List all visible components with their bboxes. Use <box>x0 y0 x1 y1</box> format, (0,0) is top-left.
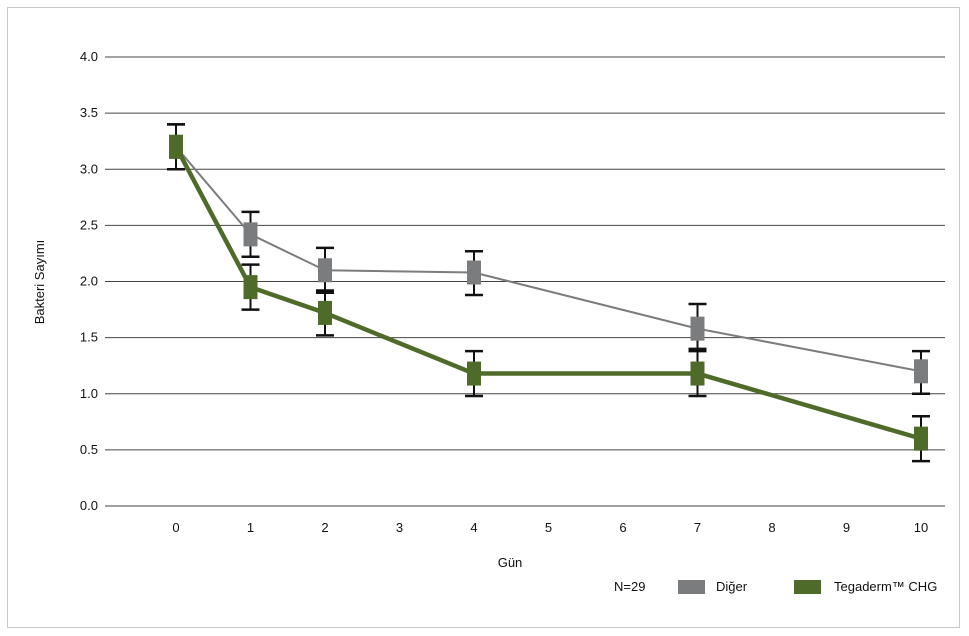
y-tick-label: 0.0 <box>80 498 98 513</box>
series-markers <box>167 123 930 463</box>
y-tick-label: 0.5 <box>80 442 98 457</box>
data-point <box>912 349 930 395</box>
data-point <box>688 302 707 353</box>
chart-frame <box>7 7 960 628</box>
x-tick-label: 10 <box>914 520 928 535</box>
y-tick-label: 2.5 <box>80 217 98 232</box>
legend-swatch-diger <box>678 580 705 594</box>
data-point <box>241 210 260 259</box>
series-line-0 <box>175 146 922 373</box>
y-tick-label: 3.0 <box>80 161 98 176</box>
marker <box>318 300 332 325</box>
series-lines <box>174 145 922 441</box>
y-axis-label: Bakteri Sayımı <box>32 240 47 325</box>
marker <box>467 361 481 386</box>
y-tick-label: 3.5 <box>80 105 98 120</box>
legend-label-tegaderm: Tegaderm™ CHG <box>834 579 937 594</box>
x-tick-label: 4 <box>470 520 477 535</box>
x-tick-label: 0 <box>172 520 179 535</box>
data-point <box>912 414 930 463</box>
marker <box>467 260 481 285</box>
x-tick-label: 2 <box>321 520 328 535</box>
x-tick-label: 5 <box>545 520 552 535</box>
marker <box>914 426 928 451</box>
gridlines <box>105 56 945 507</box>
x-tick-label: 1 <box>247 520 254 535</box>
data-point <box>465 349 483 398</box>
x-tick-labels: 0 1 2 3 4 5 6 7 8 9 10 <box>172 520 928 535</box>
data-point <box>167 123 185 171</box>
legend-label-diger: Diğer <box>716 579 748 594</box>
y-tick-label: 1.0 <box>80 386 98 401</box>
marker <box>243 222 258 247</box>
marker <box>914 359 928 384</box>
x-axis-label: Gün <box>498 555 523 570</box>
sample-size-note: N=29 <box>614 579 645 594</box>
marker <box>243 275 258 300</box>
y-tick-label: 4.0 <box>80 49 98 64</box>
y-tick-label: 1.5 <box>80 330 98 345</box>
data-point <box>316 246 334 294</box>
data-point <box>241 263 260 311</box>
marker <box>690 361 705 386</box>
series-line-1 <box>174 145 922 441</box>
x-tick-label: 7 <box>694 520 701 535</box>
marker <box>690 316 705 341</box>
data-point <box>316 289 334 337</box>
data-point <box>465 249 483 297</box>
legend: N=29 Diğer Tegaderm™ CHG <box>614 579 937 594</box>
y-tick-labels: 0.0 0.5 1.0 1.5 2.0 2.5 3.0 3.5 4.0 <box>80 49 98 513</box>
y-tick-label: 2.0 <box>80 274 98 289</box>
x-tick-label: 9 <box>843 520 850 535</box>
legend-swatch-tegaderm <box>794 580 821 594</box>
marker <box>318 258 332 283</box>
marker <box>169 134 183 159</box>
x-tick-label: 3 <box>396 520 403 535</box>
x-tick-label: 8 <box>768 520 775 535</box>
data-point <box>688 347 707 398</box>
x-tick-label: 6 <box>619 520 626 535</box>
